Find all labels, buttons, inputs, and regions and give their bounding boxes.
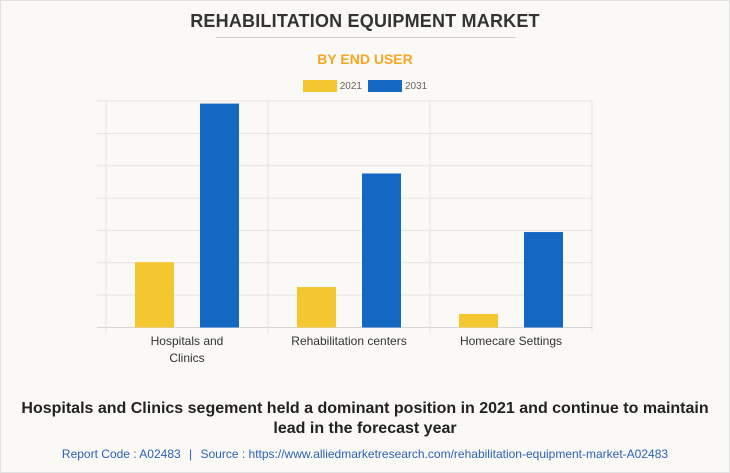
x-tick-label: Clinics	[169, 351, 204, 365]
legend-item-2021[interactable]: 2021	[302, 80, 362, 92]
legend-swatch-2021	[302, 80, 337, 92]
x-tick-label: Hospitals and	[151, 334, 224, 348]
bar-2031	[200, 103, 239, 328]
bar-2021	[297, 287, 336, 328]
footer: Report Code : A02483 | Source : https://…	[0, 447, 730, 461]
bar-2031	[524, 232, 563, 328]
report-code: Report Code : A02483	[61, 447, 181, 461]
title-divider	[216, 37, 516, 38]
x-tick-label: Rehabilitation centers	[291, 334, 406, 348]
bar-chart: Hospitals and Clinics Rehabilitation cente…	[97, 100, 593, 365]
legend-label-2021: 2021	[339, 80, 362, 92]
legend-swatch-2031	[368, 80, 402, 92]
source-link[interactable]: Source : https://www.alliedmarketresearc…	[200, 447, 669, 461]
chart-title: REHABILITATION EQUIPMENT MARKET	[190, 11, 540, 31]
bar-2031	[362, 173, 401, 328]
chart-subtitle: BY END USER	[317, 51, 413, 67]
bar-2021	[459, 313, 498, 328]
legend-label-2031: 2031	[405, 80, 428, 92]
legend: 2021 2031	[0, 80, 730, 92]
chart-caption: Hospitals and Clinics segement held a do…	[21, 400, 709, 437]
footer-separator: |	[189, 447, 193, 461]
x-tick-label: Homecare Settings	[460, 334, 562, 348]
bar-2021	[135, 262, 174, 328]
legend-item-2031[interactable]: 2031	[368, 80, 427, 92]
